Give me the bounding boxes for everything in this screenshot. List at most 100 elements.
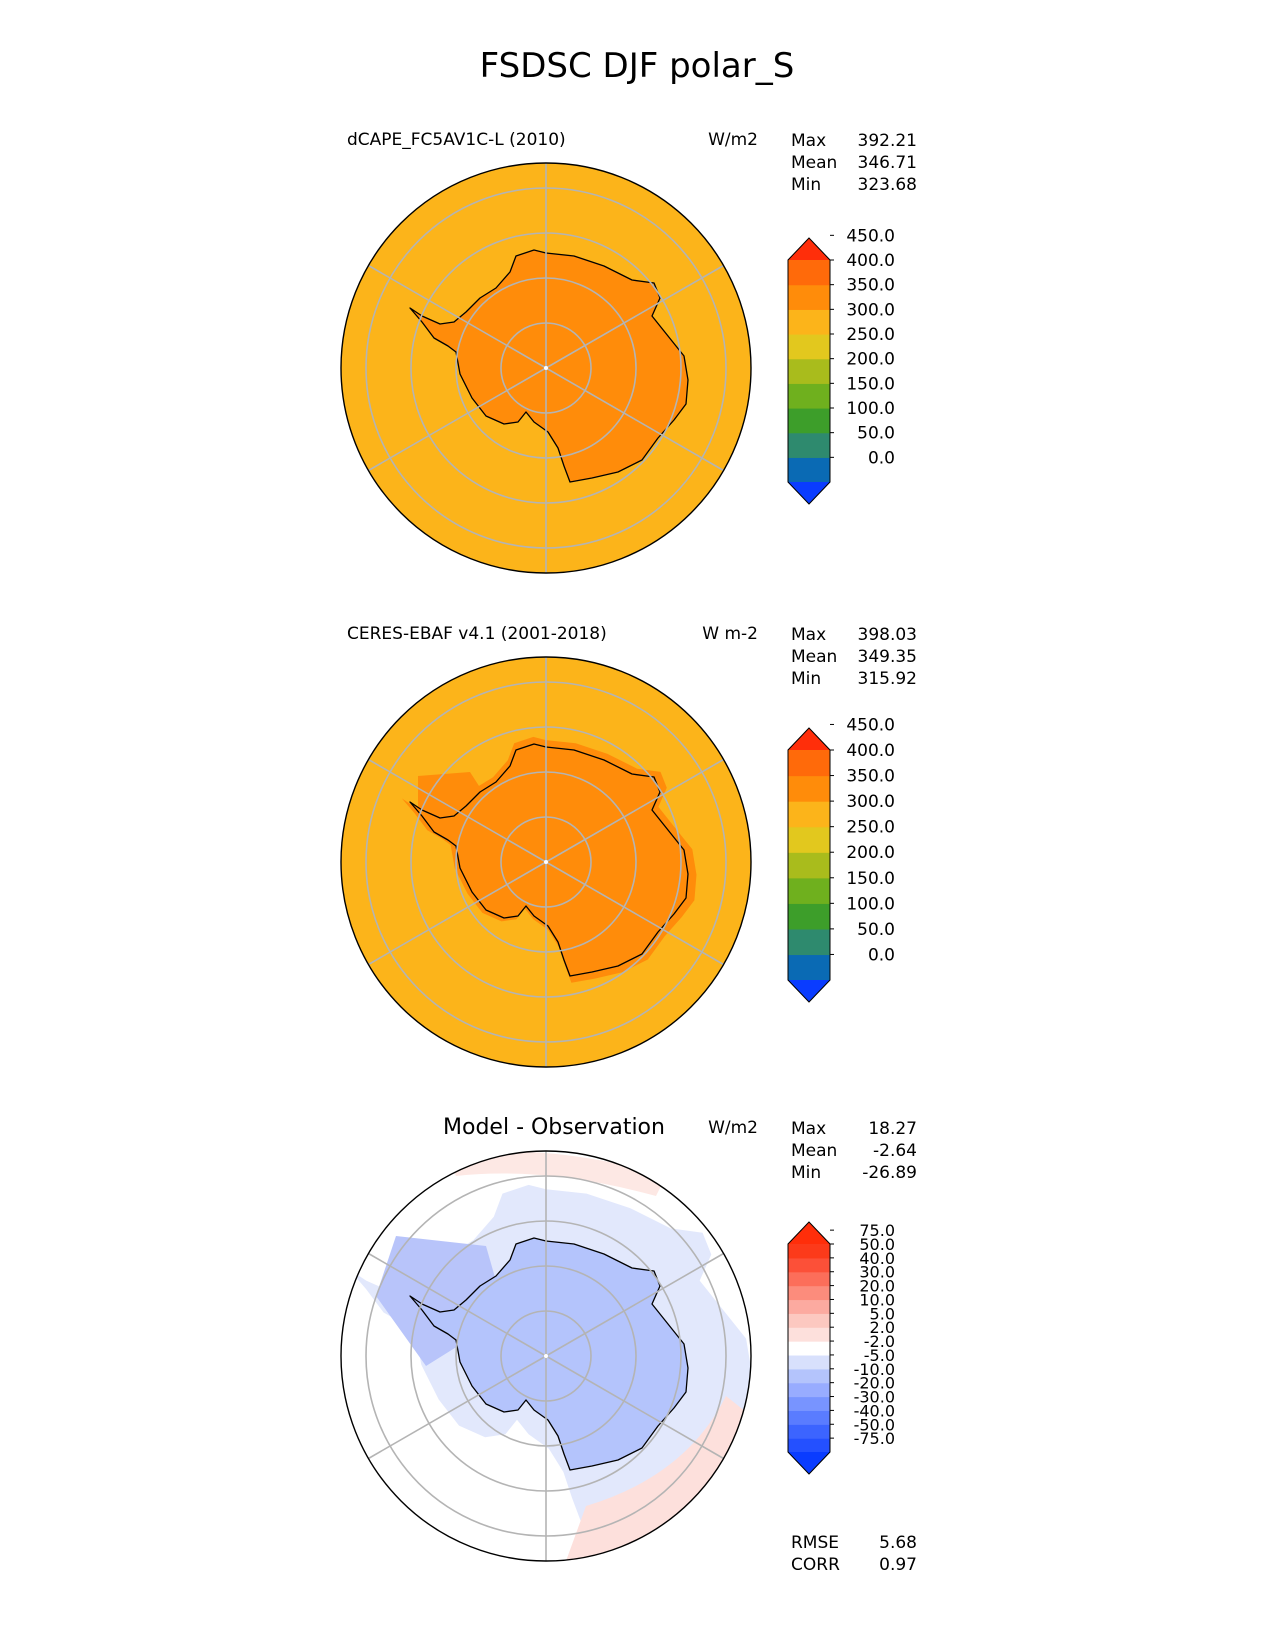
colorbar-tick-label: 50.0 — [857, 424, 895, 444]
colorbar-extend-max — [788, 1222, 830, 1244]
stat-value: 315.92 — [858, 669, 917, 689]
colorbar-tick-label: 400.0 — [846, 741, 895, 761]
colorbar-swatch — [788, 334, 830, 360]
colorbar-swatch — [788, 750, 830, 777]
panel-title: dCAPE_FC5AV1C-L (2010) — [347, 130, 566, 150]
longitude-line — [545, 1355, 724, 1460]
longitude-line — [545, 1252, 724, 1357]
colorbar-swatch — [788, 1410, 830, 1425]
metric-value: 5.68 — [879, 1533, 917, 1553]
colorbar-swatch — [788, 1285, 830, 1301]
colorbar-tick-label: 200.0 — [846, 843, 895, 863]
colorbar-tick-label: 2.0 — [870, 1318, 895, 1337]
colorbar-tick-label: 100.0 — [846, 894, 895, 914]
colorbar-tick-label: 75.0 — [859, 1221, 895, 1240]
colorbar-tick-label: 150.0 — [846, 869, 895, 889]
colorbar-tick-label: -40.0 — [854, 1401, 895, 1420]
metric-label: RMSE — [791, 1533, 839, 1553]
colorbar-swatch — [788, 1424, 830, 1439]
stat-value: 18.27 — [868, 1119, 917, 1139]
panel-units: W/m2 — [708, 130, 758, 150]
colorbar-swatch — [788, 408, 830, 434]
colorbar-tick-label: 450.0 — [846, 226, 895, 246]
longitude-line — [368, 1355, 547, 1460]
colorbar-swatch — [788, 801, 830, 828]
colorbar-tick-label: 20.0 — [859, 1277, 895, 1296]
colorbar-swatch — [788, 1438, 830, 1453]
longitude-line — [368, 264, 547, 369]
graticule — [365, 163, 727, 573]
panel-units: W/m2 — [708, 1118, 758, 1138]
colorbar-swatch — [788, 260, 830, 286]
colorbar-extend-max — [788, 238, 830, 260]
colorbar-tick-label: 5.0 — [870, 1304, 895, 1323]
colorbar-swatch — [788, 1313, 830, 1328]
colorbar-swatch — [788, 775, 830, 802]
colorbar-tick-label: 350.0 — [846, 767, 895, 787]
figure-title: FSDSC DJF polar_S — [480, 46, 795, 86]
stat-label: Max — [791, 131, 826, 151]
panel-units: W m-2 — [702, 624, 758, 644]
colorbar-tick-label: -75.0 — [854, 1429, 895, 1448]
longitude-line — [368, 758, 547, 863]
stat-label: Min — [791, 669, 821, 689]
colorbar-swatch — [788, 284, 830, 310]
colorbar-tick-label: 250.0 — [846, 325, 895, 345]
colorbar-extend-min — [788, 980, 830, 1002]
colorbar-swatch — [788, 358, 830, 384]
colorbar-tick-label: 50.0 — [859, 1235, 895, 1254]
colorbar: -75.0-50.0-40.0-30.0-20.0-10.0-5.0-2.02.… — [787, 1221, 895, 1475]
stat-label: Mean — [791, 647, 837, 667]
colorbar-swatch — [788, 1327, 830, 1342]
graticule — [365, 1151, 727, 1561]
panel-1: dCAPE_FC5AV1C-L (2010) W/m2 Max 392.21 Mean 3… — [340, 130, 917, 574]
map-boundary — [340, 656, 752, 1068]
stat-value: 346.71 — [858, 153, 917, 173]
colorbar-tick-label: 50.0 — [857, 920, 895, 940]
colorbar-outline — [787, 727, 831, 1003]
colorbar-swatch — [788, 826, 830, 853]
stat-value: -26.89 — [862, 1163, 917, 1183]
colorbar-tick-label: 300.0 — [846, 792, 895, 812]
colorbar-tick-label: 30.0 — [859, 1263, 895, 1282]
stat-label: Min — [791, 1163, 821, 1183]
colorbar-tick-label: -5.0 — [864, 1346, 895, 1365]
stat-label: Max — [791, 1119, 826, 1139]
stat-value: 392.21 — [858, 131, 917, 151]
colorbar-swatch — [788, 877, 830, 904]
colorbar-swatch — [788, 903, 830, 930]
colorbar-outline — [787, 1221, 831, 1475]
colorbar-tick-label: -10.0 — [854, 1360, 895, 1379]
pole-marker — [544, 366, 548, 370]
colorbar-swatch — [788, 1257, 830, 1273]
pole-marker — [544, 1354, 548, 1358]
pole-marker — [544, 860, 548, 864]
colorbar-outline — [787, 237, 831, 505]
panel-2: CERES-EBAF v4.1 (2001-2018) W m-2 Max 398.0… — [340, 624, 917, 1068]
longitude-line — [368, 367, 547, 472]
colorbar-tick-label: -50.0 — [854, 1415, 895, 1434]
colorbar-extend-min — [788, 482, 830, 504]
map-boundary — [340, 162, 752, 574]
colorbar-swatch — [788, 309, 830, 335]
colorbar-swatch — [788, 1271, 830, 1287]
positive-bias-region — [566, 1396, 751, 1561]
metric-label: CORR — [791, 1555, 840, 1575]
stat-value: -2.64 — [873, 1141, 917, 1161]
colorbar-swatch — [788, 432, 830, 458]
colorbar-tick-label: 100.0 — [846, 399, 895, 419]
graticule — [365, 657, 727, 1067]
colorbar-tick-label: 10.0 — [859, 1290, 895, 1309]
colorbar-tick-label: -20.0 — [854, 1374, 895, 1393]
colorbar-extend-max — [788, 728, 830, 750]
map-field — [341, 657, 751, 1067]
colorbar-swatch — [788, 1244, 830, 1259]
colorbar-swatch — [788, 1396, 830, 1411]
colorbar-tick-label: 40.0 — [859, 1249, 895, 1268]
stat-label: Mean — [791, 153, 837, 173]
colorbar-tick-label: 400.0 — [846, 251, 895, 271]
colorbar-tick-label: 0.0 — [868, 448, 895, 468]
colorbar-tick-label: -2.0 — [864, 1332, 895, 1351]
map-field — [341, 163, 751, 573]
